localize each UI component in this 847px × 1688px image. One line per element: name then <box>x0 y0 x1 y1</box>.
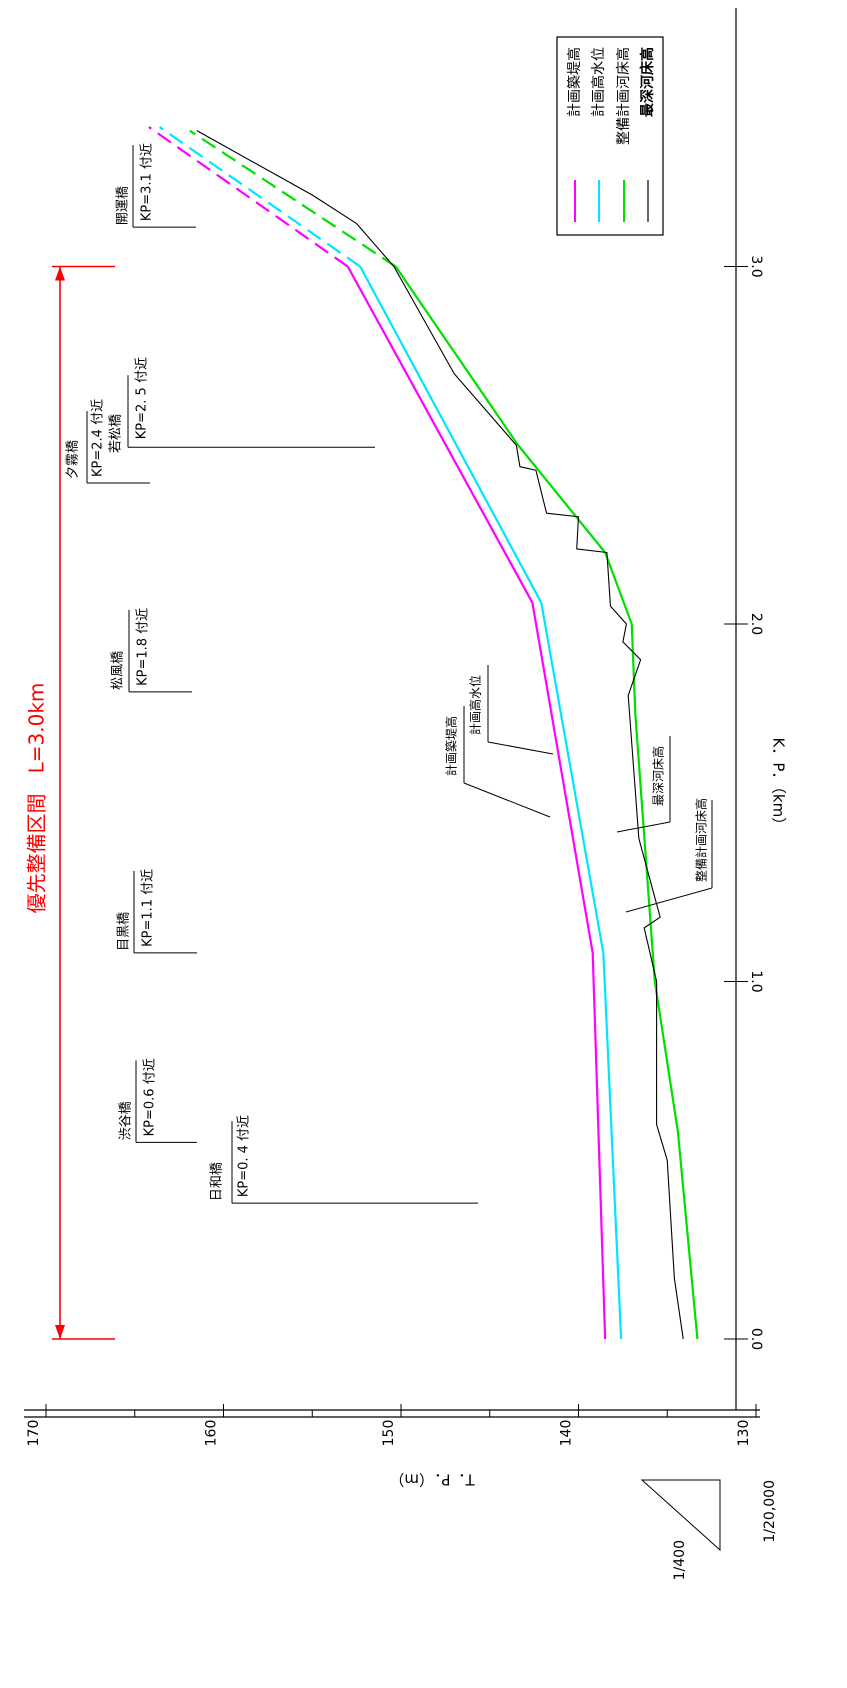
bridge-name: 夕霧橋 <box>66 440 81 479</box>
legend-label: 計画築堤高 <box>566 47 583 117</box>
bridge-kp-label: KP=1.8 付近 <box>136 608 151 686</box>
line-label-leader <box>616 821 671 833</box>
priority-section: 優先整備区間 L=3.0km <box>25 265 115 1340</box>
scale-triangle <box>640 1479 721 1552</box>
y-tick-label: 170 <box>26 1420 42 1447</box>
bridge-name: 渋谷橋 <box>119 1101 134 1140</box>
axis-titles: K．P．（km） T．P．（m） <box>389 738 787 1489</box>
legend: 計画築堤高 計画高水位 整備計画河床高 最深河床高 <box>556 36 664 236</box>
y-axis-title: T．P．（m） <box>389 1471 475 1489</box>
line-label: 計画築堤高 <box>444 716 459 776</box>
bridge-kp-label: KP=2.4 付近 <box>91 399 106 477</box>
bridge-name: 松風橋 <box>111 651 126 690</box>
line-label-leader <box>463 782 551 818</box>
line-label-leader <box>487 741 554 755</box>
scale-indicator: 1/20,000 1/400 <box>640 1479 778 1580</box>
x-tick-label: 2.0 <box>748 613 764 635</box>
x-tick-label: 0.0 <box>748 1328 764 1350</box>
series-line-dashed <box>158 126 361 268</box>
y-tick-label: 140 <box>559 1420 575 1447</box>
section-label: 優先整備区間 L=3.0km <box>25 683 49 914</box>
bridge-annotations: 日和橋 KP=0. 4 付近 渋谷橋 KP=0.6 付近 目黒橋 KP=1.1 付近 松風橋… <box>66 143 478 1204</box>
line-label: 最深河床高 <box>651 746 666 806</box>
series-line <box>394 265 699 1340</box>
x-tick-label: 1.0 <box>748 970 764 992</box>
line-label: 整備計画河床高 <box>694 798 709 882</box>
bridge-kp-label: KP=1.1 付近 <box>141 869 156 947</box>
legend-label: 整備計画河床高 <box>615 47 632 145</box>
legend-label: 最深河床高 <box>639 47 656 117</box>
bridge-name: 若松橋 <box>108 414 124 453</box>
axis-ticks: 0.0 1.0 2.0 3.0 130 140 150 160 170 <box>26 255 764 1446</box>
scale-vertical-label: 1/400 <box>672 1540 688 1580</box>
series-line-dashed <box>148 126 349 268</box>
line-label: 計画高水位 <box>468 675 483 735</box>
series-line-dashed <box>189 129 397 268</box>
series-line <box>346 265 607 1340</box>
section-arrow-top <box>55 266 65 281</box>
chart-frame <box>24 8 760 1418</box>
line-label-leader <box>625 887 713 913</box>
x-axis-title: K．P．（km） <box>770 738 788 833</box>
y-tick-label: 150 <box>381 1420 397 1447</box>
bridge-kp-label: KP=3.1 付近 <box>140 143 155 221</box>
bridge-kp-label: KP=0. 4 付近 <box>237 1115 252 1197</box>
legend-label: 計画高水位 <box>590 47 607 117</box>
scale-horizontal-label: 1/20,000 <box>762 1480 778 1543</box>
series-line <box>196 130 684 1340</box>
bridge-name: 目黒橋 <box>117 912 132 951</box>
bridge-name: 開運橋 <box>116 186 131 225</box>
section-arrow-bottom <box>55 1325 65 1339</box>
series-lines <box>148 126 699 1340</box>
y-tick-label: 130 <box>736 1420 752 1447</box>
bridge-kp-label: KP=2. 5 付近 <box>135 357 150 439</box>
x-tick-label: 3.0 <box>748 255 764 277</box>
bridge-kp-label: KP=0.6 付近 <box>143 1058 158 1136</box>
series-line <box>359 265 623 1340</box>
bridge-name: 日和橋 <box>210 1162 225 1201</box>
y-tick-label: 160 <box>204 1420 220 1447</box>
